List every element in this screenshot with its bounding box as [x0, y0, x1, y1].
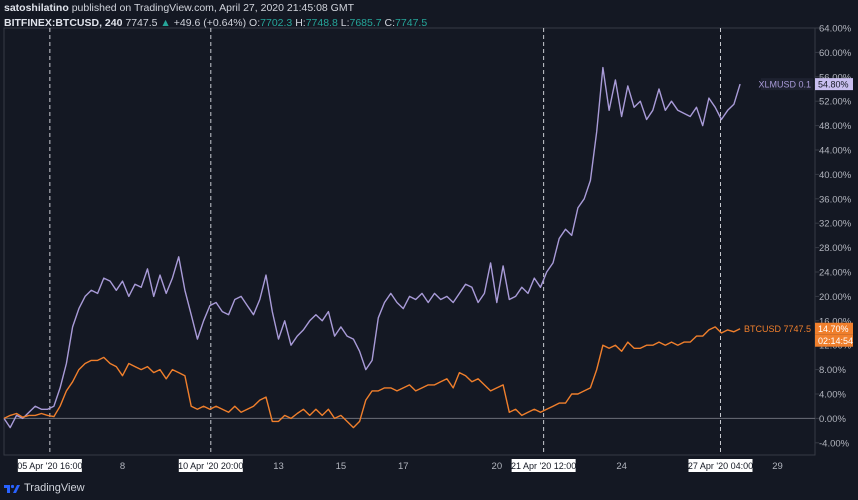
- y-tick-label: 24.00%: [819, 268, 852, 279]
- symbol-line: BITFINEX:BTCUSD, 240 7747.5 ▲ +49.6 (+0.…: [4, 17, 427, 30]
- published-text: published on TradingView.com, April 27, …: [71, 2, 355, 14]
- high-value: 7748.8: [305, 17, 338, 29]
- series-value-text: 54.80%: [818, 80, 849, 90]
- y-tick-label: 0.00%: [819, 414, 846, 425]
- low-value: 7685.7: [349, 17, 382, 29]
- chart-header: satoshilatino published on TradingView.c…: [4, 2, 427, 30]
- series-line-xlmusd: [3, 66, 741, 429]
- x-tick-box: [17, 459, 82, 472]
- series-value-label-btcusd: BTCUSD 7747.5 14.70% 02:14:54: [744, 322, 853, 347]
- series-value-box: [815, 78, 853, 91]
- symbol-name[interactable]: BITFINEX:BTCUSD, 240: [4, 17, 123, 29]
- countdown-box: [815, 334, 853, 347]
- x-tick-label: 05 Apr '20 16:00: [17, 461, 82, 471]
- price-change: +49.6 (+0.64%): [173, 17, 247, 29]
- series-value-label-xlmusd: XLMUSD 0.1 54.80%: [758, 78, 853, 91]
- series-name-text: XLMUSD 0.1: [758, 80, 811, 90]
- tradingview-icon: [4, 484, 20, 493]
- low-label: L:: [340, 17, 350, 29]
- open-label: O:: [249, 17, 261, 29]
- x-tick-box: [178, 459, 243, 472]
- x-tick-boxed-label: 21 Apr '20 12:00: [511, 459, 576, 472]
- y-tick-label: 20.00%: [819, 292, 852, 303]
- x-tick-label: 20: [492, 461, 503, 472]
- open-value: 7702.3: [260, 17, 293, 29]
- x-tick-label: 29: [772, 461, 783, 472]
- x-tick-label: 17: [398, 461, 409, 472]
- close-label: C:: [384, 17, 396, 29]
- x-tick-boxed-label: 10 Apr '20 20:00: [178, 459, 243, 472]
- x-tick-label: 21 Apr '20 12:00: [511, 461, 576, 471]
- x-tick-label: 8: [120, 461, 125, 472]
- series-name-box: [755, 322, 813, 335]
- y-tick-label: 56.00%: [819, 72, 852, 83]
- y-tick-label: -4.00%: [819, 438, 850, 449]
- y-tick-label: 60.00%: [819, 48, 852, 59]
- series-line-btcusd: [3, 326, 741, 429]
- y-tick-label: 52.00%: [819, 97, 852, 108]
- x-tick-label: 24: [616, 461, 627, 472]
- x-tick-label: 13: [273, 461, 284, 472]
- y-tick-label: 40.00%: [819, 170, 852, 181]
- x-tick-box: [688, 459, 753, 472]
- y-tick-label: 64.00%: [819, 24, 852, 35]
- series-value-text: 14.70%: [818, 324, 849, 334]
- y-tick-label: 8.00%: [819, 365, 846, 376]
- author-name[interactable]: satoshilatino: [4, 2, 69, 14]
- tradingview-logo[interactable]: TradingView: [4, 482, 85, 494]
- x-tick-label: 27 Apr '20 04:00: [688, 461, 753, 471]
- series-name-box: [761, 78, 813, 91]
- x-tick-boxed-label: 05 Apr '20 16:00: [17, 459, 82, 472]
- up-arrow-icon: ▲: [160, 17, 171, 29]
- x-tick-box: [511, 459, 576, 472]
- series-name-text: BTCUSD 7747.5: [744, 324, 811, 334]
- y-tick-label: 48.00%: [819, 121, 852, 132]
- y-tick-label: 4.00%: [819, 390, 846, 401]
- series-value-box: [815, 322, 853, 335]
- close-value: 7747.5: [395, 17, 428, 29]
- x-tick-label: 10 Apr '20 20:00: [178, 461, 243, 471]
- x-tick-label: 15: [336, 461, 347, 472]
- y-tick-label: 32.00%: [819, 219, 852, 230]
- y-tick-label: 28.00%: [819, 243, 852, 254]
- y-tick-label: 16.00%: [819, 316, 852, 327]
- high-label: H:: [295, 17, 306, 29]
- x-tick-boxed-label: 27 Apr '20 04:00: [688, 459, 753, 472]
- tradingview-logo-text: TradingView: [24, 482, 85, 494]
- last-price: 7747.5: [125, 17, 158, 29]
- publish-line: satoshilatino published on TradingView.c…: [4, 2, 427, 15]
- y-tick-label: 44.00%: [819, 146, 852, 157]
- plot-frame: [3, 27, 816, 456]
- countdown-text: 02:14:54: [818, 336, 853, 346]
- y-tick-label: 36.00%: [819, 194, 852, 205]
